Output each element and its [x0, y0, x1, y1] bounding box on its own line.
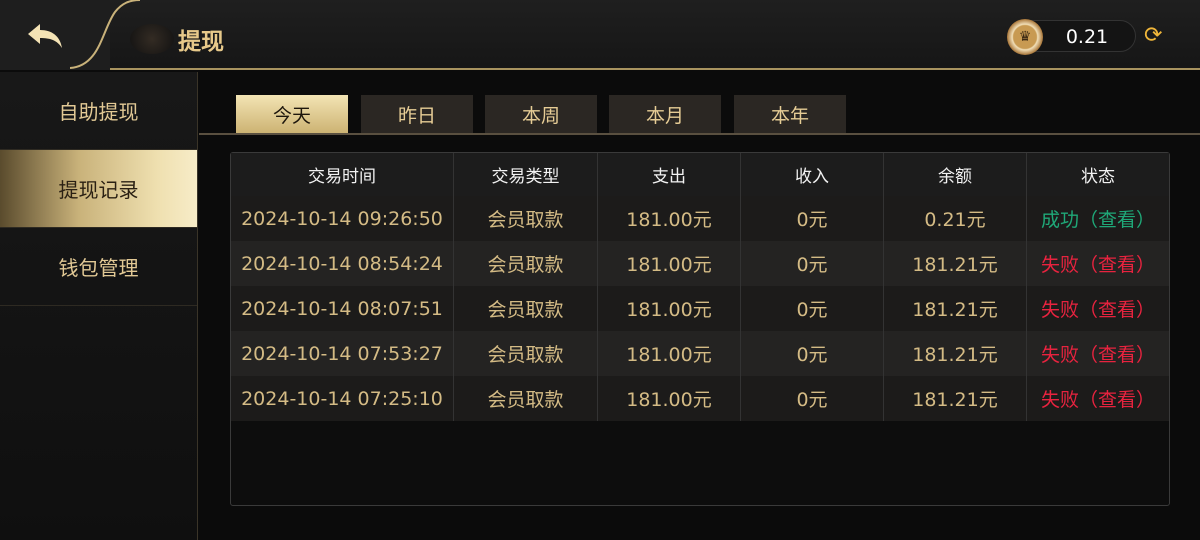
cell-time: 2024-10-14 08:07:51	[231, 286, 454, 331]
cell-balance: 181.21元	[884, 241, 1027, 286]
table-row: 2024-10-14 07:53:27 会员取款 181.00元 0元 181.21元失…	[231, 331, 1169, 376]
header-time: 交易时间	[231, 153, 454, 196]
crown-coin-icon: ♛	[1007, 19, 1043, 55]
cell-balance: 0.21元	[884, 196, 1027, 241]
table-row: 2024-10-14 07:25:10 会员取款 181.00元 0元 181.21元失…	[231, 376, 1169, 421]
cell-balance: 181.21元	[884, 376, 1027, 421]
cell-type: 会员取款	[454, 376, 598, 421]
table-row: 2024-10-14 09:26:50 会员取款 181.00元 0元 0.21元 成功（…	[231, 196, 1169, 241]
header-out: 支出	[598, 153, 741, 196]
date-tabs: 今天 昨日 本周 本月 本年	[199, 95, 1200, 135]
cell-time: 2024-10-14 09:26:50	[231, 196, 454, 241]
records-table: 交易时间 交易类型 支出 收入 余额 状态 2024-10-14 09:26:5…	[230, 152, 1170, 506]
cell-in: 0元	[741, 286, 884, 331]
table-row: 2024-10-14 08:07:51 会员取款 181.00元 0元 181.21元失…	[231, 286, 1169, 331]
header-curve-divider	[70, 0, 140, 69]
back-arrow-icon	[28, 24, 62, 48]
cell-status[interactable]: 失败（查看）	[1040, 299, 1155, 321]
table-header: 交易时间 交易类型 支出 收入 余额 状态	[231, 153, 1169, 196]
cell-out: 181.00元	[598, 241, 741, 286]
cell-type: 会员取款	[454, 241, 598, 286]
sidebar-item-withdraw-records[interactable]: 提现记录	[0, 150, 197, 228]
cell-in: 0元	[741, 196, 884, 241]
header-type: 交易类型	[454, 153, 598, 196]
refresh-icon[interactable]: ⟳	[1144, 23, 1163, 48]
cell-out: 181.00元	[598, 286, 741, 331]
header-status: 状态	[1081, 167, 1115, 187]
cell-type: 会员取款	[454, 196, 598, 241]
tab-this-month[interactable]: 本月	[609, 95, 721, 133]
cell-type: 会员取款	[454, 331, 598, 376]
cell-status[interactable]: 成功（查看）	[1040, 209, 1155, 231]
back-button[interactable]	[0, 0, 110, 70]
tab-yesterday[interactable]: 昨日	[361, 95, 473, 133]
cell-in: 0元	[741, 376, 884, 421]
cell-type: 会员取款	[454, 286, 598, 331]
cell-out: 181.00元	[598, 376, 741, 421]
cell-time: 2024-10-14 07:53:27	[231, 331, 454, 376]
cell-out: 181.00元	[598, 196, 741, 241]
emblem-icon	[130, 24, 174, 54]
header-in: 收入	[741, 153, 884, 196]
sidebar-item-self-withdraw[interactable]: 自助提现	[0, 72, 197, 150]
cell-status[interactable]: 失败（查看）	[1040, 254, 1155, 276]
balance-value: 0.21	[1065, 26, 1109, 48]
balance-display: ♛ 0.21	[1007, 19, 1136, 55]
cell-balance: 181.21元	[884, 331, 1027, 376]
cell-out: 181.00元	[598, 331, 741, 376]
cell-in: 0元	[741, 241, 884, 286]
page-title: 提现	[178, 29, 224, 55]
cell-balance: 181.21元	[884, 286, 1027, 331]
cell-in: 0元	[741, 331, 884, 376]
table-row: 2024-10-14 08:54:24 会员取款 181.00元 0元 181.21元失…	[231, 241, 1169, 286]
header-bar: 提现 ♛ 0.21 ⟳	[0, 0, 1200, 70]
sidebar: 自助提现 提现记录 钱包管理	[0, 72, 198, 540]
cell-status[interactable]: 失败（查看）	[1040, 344, 1155, 366]
header-balance: 余额	[884, 153, 1027, 196]
cell-status[interactable]: 失败（查看）	[1040, 389, 1155, 411]
sidebar-item-wallet-management[interactable]: 钱包管理	[0, 228, 197, 306]
tab-this-year[interactable]: 本年	[734, 95, 846, 133]
tab-this-week[interactable]: 本周	[485, 95, 597, 133]
tab-today[interactable]: 今天	[236, 95, 348, 133]
cell-time: 2024-10-14 07:25:10	[231, 376, 454, 421]
cell-time: 2024-10-14 08:54:24	[231, 241, 454, 286]
